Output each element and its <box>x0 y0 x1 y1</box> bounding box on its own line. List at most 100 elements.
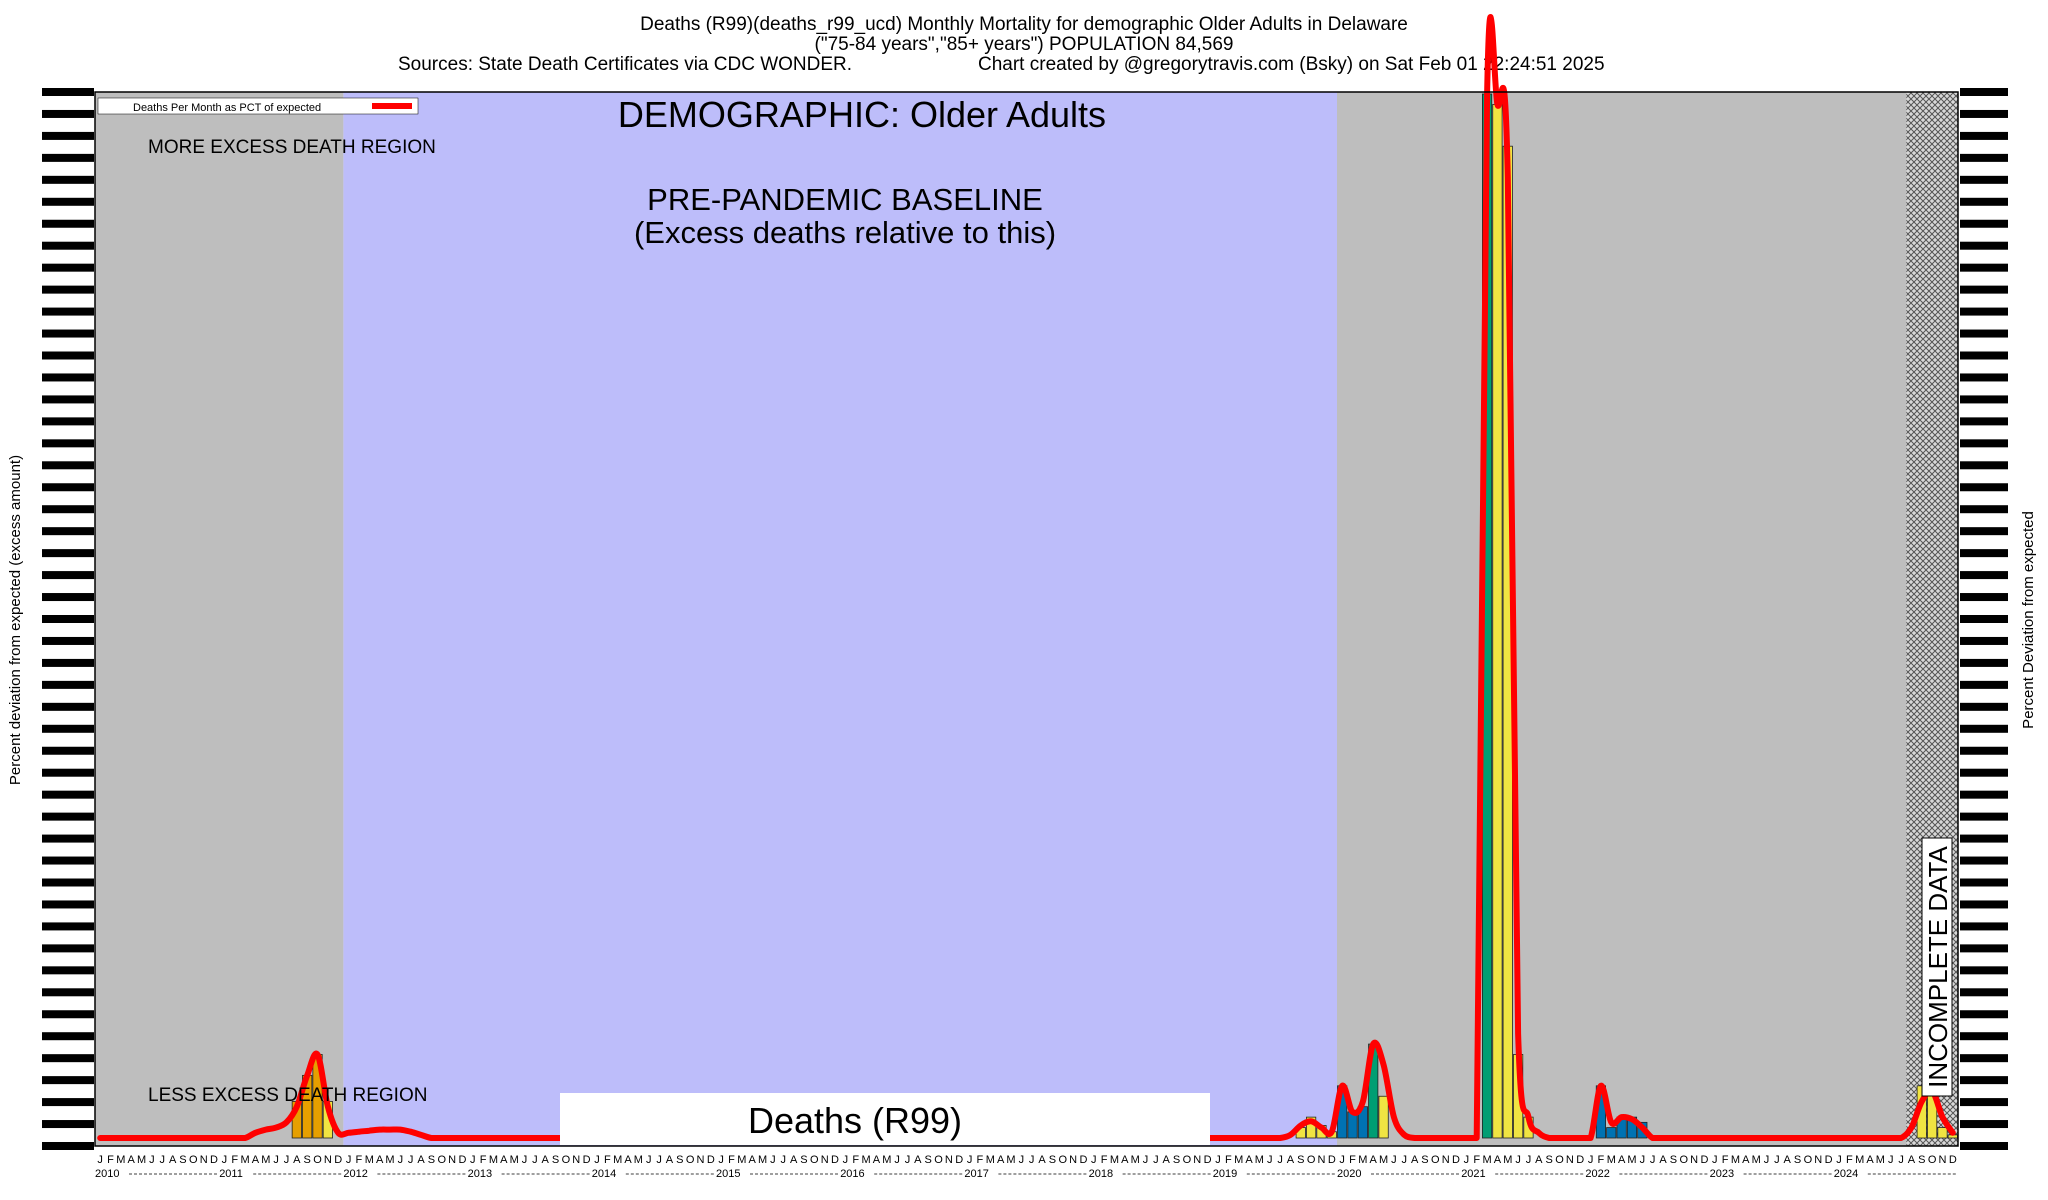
x-tick-month: F <box>356 1154 363 1166</box>
x-tick-month: M <box>240 1154 249 1166</box>
x-tick-month: J <box>1153 1154 1159 1166</box>
y-tick-left <box>42 88 94 96</box>
x-tick-month: S <box>552 1154 559 1166</box>
x-tick-month: J <box>470 1154 476 1166</box>
y-tick-right <box>1960 834 2008 843</box>
x-tick-month: J <box>1588 1154 1594 1166</box>
y-tick-right <box>1960 527 2008 536</box>
x-tick-month: O <box>1679 1154 1688 1166</box>
x-tick-month: M <box>1876 1154 1885 1166</box>
y-tick-left <box>42 856 94 865</box>
x-tick-month: S <box>179 1154 186 1166</box>
x-tick-month: J <box>718 1154 724 1166</box>
y-tick-right <box>1960 790 2008 799</box>
baseline-sublabel: (Excess deaths relative to this) <box>634 215 1056 250</box>
x-tick-month: A <box>1121 1154 1129 1166</box>
x-tick-month: J <box>1267 1154 1273 1166</box>
y-tick-right <box>1960 724 2008 733</box>
x-tick-month: M <box>1607 1154 1616 1166</box>
legend-label: Deaths Per Month as PCT of expected <box>133 102 321 114</box>
x-tick-month: J <box>1391 1154 1397 1166</box>
x-tick-year: 2021 <box>1461 1168 1485 1180</box>
less-excess-label: LESS EXCESS DEATH REGION <box>148 1085 427 1106</box>
x-tick-month: S <box>1297 1154 1304 1166</box>
x-tick-month: F <box>1225 1154 1232 1166</box>
x-tick-month: J <box>284 1154 290 1166</box>
x-tick-month: O <box>1804 1154 1813 1166</box>
y-tick-right <box>1960 285 2008 294</box>
x-tick-month: J <box>408 1154 414 1166</box>
x-tick-month: F <box>1722 1154 1729 1166</box>
y-tick-left <box>42 1142 94 1150</box>
y-tick-right <box>1960 461 2008 470</box>
x-tick-month: M <box>1006 1154 1015 1166</box>
x-tick-month: J <box>1764 1154 1770 1166</box>
chart-credit: Chart created by @gregorytravis.com (Bsk… <box>978 54 1605 75</box>
x-tick-month: F <box>977 1154 984 1166</box>
x-tick-month: O <box>437 1154 446 1166</box>
x-tick-month: D <box>707 1154 715 1166</box>
x-tick-month: M <box>758 1154 767 1166</box>
y-tick-left <box>42 1120 94 1129</box>
x-tick-month: M <box>882 1154 891 1166</box>
x-tick-month: J <box>1029 1154 1035 1166</box>
x-tick-month: D <box>334 1154 342 1166</box>
x-tick-month: A <box>128 1154 136 1166</box>
bar <box>1492 104 1503 1139</box>
chart-title: Deaths (R99)(deaths_r99_ucd) Monthly Mor… <box>640 14 1408 35</box>
x-tick-month: J <box>522 1154 528 1166</box>
x-tick-month: M <box>1358 1154 1367 1166</box>
y-tick-right <box>1960 351 2008 360</box>
x-tick-year: 2022 <box>1585 1168 1609 1180</box>
y-tick-left <box>42 505 94 514</box>
y-tick-right <box>1960 1120 2008 1129</box>
x-tick-month: S <box>1546 1154 1553 1166</box>
x-tick-month: J <box>894 1154 900 1166</box>
x-tick-month: A <box>500 1154 508 1166</box>
x-tick-month: A <box>749 1154 757 1166</box>
x-tick-month: D <box>1328 1154 1336 1166</box>
bar <box>1606 1127 1617 1139</box>
y-tick-left <box>42 483 94 492</box>
x-tick-month: A <box>1908 1154 1916 1166</box>
x-tick-year: 2024 <box>1834 1168 1858 1180</box>
y-tick-left <box>42 746 94 755</box>
x-tick-month: J <box>843 1154 849 1166</box>
x-tick-month: A <box>873 1154 881 1166</box>
incomplete-data-box <box>1921 837 1953 1097</box>
y-tick-right <box>1960 153 2008 162</box>
x-tick-month: N <box>324 1154 332 1166</box>
y-tick-right <box>1960 131 2008 140</box>
x-tick-month: F <box>604 1154 611 1166</box>
x-tick-month: D <box>1204 1154 1212 1166</box>
x-tick-month: A <box>1370 1154 1378 1166</box>
x-tick-year: 2013 <box>468 1168 492 1180</box>
x-tick-month: A <box>293 1154 301 1166</box>
x-tick-month: O <box>934 1154 943 1166</box>
x-tick-month: M <box>1752 1154 1761 1166</box>
y-axis-left-ticks <box>42 88 94 1150</box>
x-tick-month: J <box>398 1154 404 1166</box>
y-tick-right <box>1960 241 2008 250</box>
x-tick-month: M <box>634 1154 643 1166</box>
y-tick-left <box>42 351 94 360</box>
x-tick-month: F <box>1846 1154 1853 1166</box>
x-tick-month: D <box>1079 1154 1087 1166</box>
x-tick-month: F <box>1473 1154 1480 1166</box>
y-tick-left <box>42 834 94 843</box>
x-tick-month: J <box>149 1154 155 1166</box>
incomplete-data-label: INCOMPLETE DATA <box>1923 845 1953 1087</box>
y-tick-right <box>1960 88 2008 96</box>
x-tick-month: J <box>1515 1154 1521 1166</box>
y-tick-right <box>1960 549 2008 558</box>
baseline-region <box>343 92 1337 1146</box>
x-tick-month: N <box>448 1154 456 1166</box>
x-tick-month: D <box>1700 1154 1708 1166</box>
x-tick-month: A <box>1866 1154 1874 1166</box>
y-tick-left <box>42 219 94 228</box>
y-tick-right <box>1960 1142 2008 1150</box>
x-tick-month: N <box>1566 1154 1574 1166</box>
x-tick-month: J <box>1402 1154 1408 1166</box>
